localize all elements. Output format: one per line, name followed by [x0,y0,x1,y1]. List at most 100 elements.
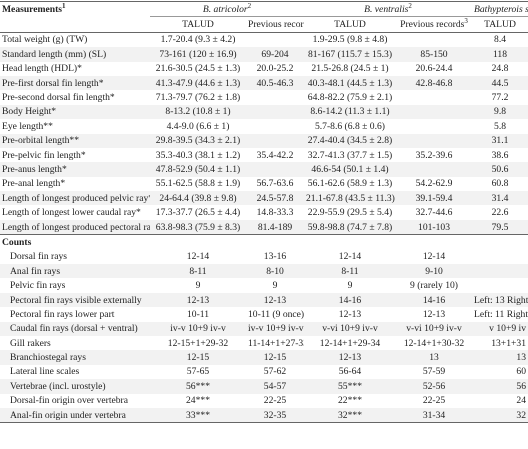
row-label: Pectoral fin rays visible externally [10,294,142,306]
value-cell: 24 [472,394,528,408]
table-row: Anal fin rays 8-11 8-10 8-11 9-10 [0,264,528,279]
cell-text: Left: 13 Right: 14 [474,294,528,306]
cell-text: 35.3-40.3 (38.1 ± 1.2) [155,149,241,161]
cell-text: 40.3-48.1 (44.5 ± 1.3) [307,77,393,89]
value-cell: 40.5-46.3 [246,75,304,91]
superscript: 3 [464,16,468,25]
label-cell: Total weight (g) (TW) [0,32,150,47]
cell-text: 12-13 [338,308,362,320]
value-cell: 9 [246,278,304,292]
cell-text: 12-14 [422,251,446,263]
header-cell: Measurements1 [0,0,150,17]
cell-text: 52-56 [422,380,446,392]
value-cell [246,32,304,47]
table-row: Length of longest lower caudal ray* 17.3-… [0,205,528,219]
cell-text: 81-167 (115.7 ± 15.3) [307,48,393,60]
value-cell: 24.8 [472,62,528,76]
value-cell: 8.6-14.2 (11.3 ± 1.1) [304,104,396,120]
value-cell [472,278,528,292]
value-cell: 32.7-41.3 (37.7 ± 1.5) [304,148,396,162]
value-cell [246,104,304,120]
value-cell: 35.3-40.3 (38.1 ± 1.2) [150,148,246,162]
value-cell: 31-34 [396,407,473,424]
cell-text: 22.6 [491,207,509,219]
value-cell: 5.8 [472,119,528,133]
cell-text: 9-10 [425,265,443,277]
value-cell: v-vi 10+9 iv-v [396,321,473,336]
cell-text: 57-62 [263,366,287,378]
cell-text: 38.6 [491,149,509,161]
row-label: Pre-pelvic fin length* [2,149,86,161]
cell-text: 13+1+31 [491,337,527,349]
species-header: B. atricolor2 [150,0,304,18]
cell-text: 47.8-52.9 (50.4 ± 1.1) [155,163,241,175]
value-cell: v-vi 10+9 iv-v [304,321,396,336]
cell-text: 10-11 (9 once) [248,308,304,320]
label-cell: Body Height* [0,104,150,120]
value-cell: 57-62 [246,365,304,379]
label-cell: Length of longest produced pectoral ray* [0,219,150,235]
value-cell: 9 (rarely 10) [396,278,472,292]
cell-text: 13-16 [263,251,287,263]
label-cell: Anal fin rays [0,264,150,279]
value-cell: 12-14 [150,250,246,264]
value-cell [246,133,304,148]
row-label: Pre-second dorsal fin length* [2,92,115,104]
value-cell: 22.9-55.9 (29.5 ± 5.4) [304,205,396,219]
value-cell [396,90,472,104]
cell-text: 10-11 [186,308,210,320]
value-cell: 12-14+1+29-34 [304,336,396,350]
value-cell [396,32,472,47]
label-cell: Pre-anus length* [0,162,150,177]
label-cell: Pectoral fin rays visible externally [0,292,150,308]
cell-text: 22*** [338,395,362,407]
cell-text: 56*** [186,380,210,392]
cell-text: 29.8-39.5 (34.3 ± 2.1) [155,135,241,147]
cell-text: 12-14+1+30-32 [403,337,465,349]
cell-text: 118 [492,48,508,60]
cell-text: 9 [347,280,353,292]
cell-text: 85-150 [420,48,448,60]
value-cell: 8.4 [472,32,528,47]
value-cell: 79.5 [472,219,528,235]
label-cell: Vertebrae (incl. urostyle) [0,379,150,394]
cell-text: 12-13 [186,294,210,306]
cell-text: 8-13.2 (10.8 ± 1) [165,106,231,118]
cell-text: 35.2-39.6 [415,149,453,161]
header-cell: Previous records3 [396,16,473,33]
value-cell: 56*** [150,379,246,394]
value-cell: 41.3-47.9 (44.6 ± 1.3) [150,75,246,91]
table-row: Pre-orbital length** 29.8-39.5 (34.3 ± 2.… [0,133,528,148]
cell-text: 13 [429,352,439,364]
value-cell [396,104,473,120]
value-cell: Left: 11 Right: 12 [472,307,528,321]
value-cell: 9 [150,278,246,292]
header-row: Measurements1 B. atricolor2 B. ventralis2 B… [0,0,528,18]
cell-text: 39.1-59.4 [415,192,453,204]
value-cell: 12-14 [304,250,396,264]
cell-text: 24.5-57.8 [256,192,294,204]
value-cell: v 10+9 iv [472,321,528,336]
value-cell: 55.1-62.5 (58.8 ± 1.9) [150,177,246,191]
cell-text: 50.6 [491,163,509,175]
table-row: Branchiostegal rays 12-15 12-15 12-13 13 13 [0,350,528,365]
value-cell: 32-35 [246,407,304,424]
cell-text: 57-59 [422,366,446,378]
value-cell: 1.9-29.5 (9.8 ± 4.8) [304,32,396,47]
value-cell: 47.8-52.9 (50.4 ± 1.1) [150,162,246,177]
cell-text: 21.6-30.5 (24.5 ± 1.3) [155,63,241,75]
cell-text: 42.8-46.8 [415,77,453,89]
cell-text: 63.8-98.3 (75.9 ± 8.3) [155,221,241,233]
label-cell: Eye length** [0,119,150,133]
row-label: Anal fin rays [10,265,61,277]
row-label: Dorsal-fin origin over vertebra [10,395,129,407]
table-row: Pre-anal length* 55.1-62.5 (58.8 ± 1.9) 56… [0,177,528,191]
value-cell: 33*** [150,407,246,424]
table-row: Dorsal fin rays 12-14 13-16 12-14 12-14 [0,250,528,264]
value-cell: 24*** [150,394,246,408]
cell-text: 12-14+1+29-34 [319,337,381,349]
section-title: Counts [0,234,528,250]
label-cell: Branchiostegal rays [0,350,150,365]
header-cell: TALUD [472,16,528,33]
value-cell: 32.7-44.6 [396,205,472,219]
